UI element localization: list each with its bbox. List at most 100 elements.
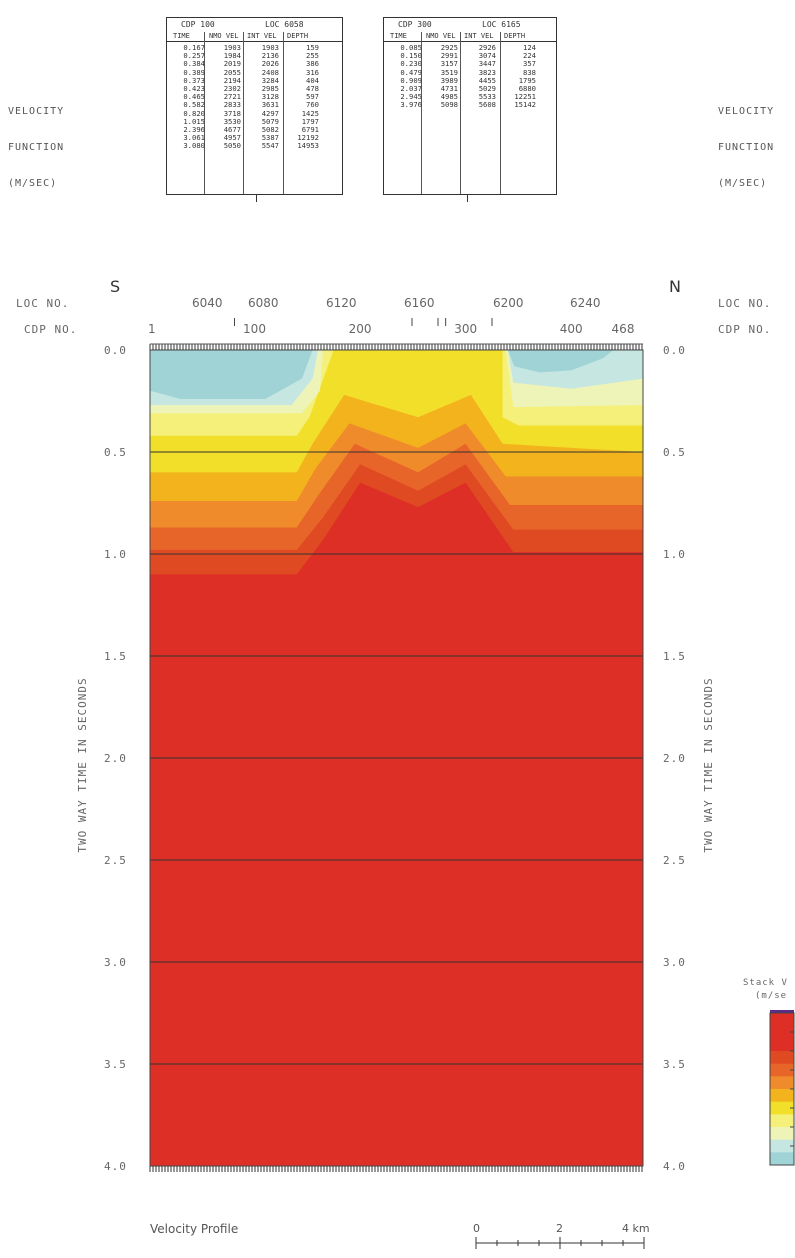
y-tick-label-right: 3.0	[663, 956, 686, 969]
table-cell: 3.976	[400, 100, 422, 110]
table-loc-label: LOC 6165	[482, 20, 521, 29]
table-cell: 5547	[261, 141, 279, 151]
velocity-function-label-left-line: VELOCITY	[8, 106, 65, 117]
table-pointer-line	[467, 194, 468, 202]
direction-south: S	[110, 277, 120, 296]
table-cell: 838	[523, 67, 536, 77]
table-cell: 3128	[261, 92, 279, 102]
table-row: 0.389 2055 2408 316	[167, 67, 342, 77]
table-column-header: DEPTH	[504, 32, 526, 40]
table-column-divider	[460, 32, 461, 194]
velocity-function-label-right-line: VELOCITY	[718, 106, 775, 117]
loc-tick-label: 6120	[326, 296, 357, 310]
table-cell: 0.423	[183, 84, 205, 93]
legend-swatch	[770, 1038, 794, 1052]
table-cell: 3823	[478, 67, 496, 77]
table-cell: 2194	[223, 75, 241, 85]
table-column-header: TIME	[173, 32, 190, 40]
y-axis-title-left: TWO WAY TIME IN SECONDS	[76, 677, 89, 852]
table-cell: 0.150	[400, 51, 422, 61]
loc-tick-label: 6080	[248, 296, 279, 310]
table-cell: 0.167	[183, 43, 205, 52]
y-tick-label-left: 1.0	[104, 548, 127, 561]
table-row: 0.257 1984 2136 255	[167, 51, 342, 61]
scale-label-2: 2	[556, 1222, 563, 1235]
table-column-headers: TIME NMO VEL INT VEL DEPTH	[167, 32, 342, 42]
y-tick-label-left: 4.0	[104, 1160, 127, 1173]
table-cell: 3631	[261, 100, 279, 110]
table-row: 0.373 2194 3284 404	[167, 75, 342, 85]
y-tick-label-right: 3.5	[663, 1058, 686, 1071]
table-row: 0.909 3989 4455 1795	[384, 75, 556, 85]
legend-swatch	[770, 1101, 794, 1115]
table-column-divider	[204, 32, 205, 194]
table-cell: 2302	[223, 84, 241, 93]
table-row: 0.230 3157 3447 357	[384, 59, 556, 69]
table-cell: 0.230	[400, 59, 422, 69]
table-row: 2.396 4677 5082 6791	[167, 125, 342, 134]
velocity-function-label-left: VELOCITY FUNCTION (M/SEC)	[8, 82, 64, 202]
cdp-tick-label: 468	[612, 322, 635, 336]
table-cell: 0.389	[183, 67, 205, 77]
table-cell: 0.582	[183, 100, 205, 110]
table-row: 2.945 4985 5533 12251	[384, 92, 556, 102]
table-cell: 5533	[478, 92, 496, 102]
table-column-divider	[421, 32, 422, 194]
legend-swatch	[770, 1076, 794, 1090]
loc-no-label-left: LOC NO.	[16, 297, 69, 310]
table-cell: 4731	[440, 84, 458, 93]
direction-north: N	[669, 277, 681, 296]
cdp-tick-label: 100	[243, 322, 266, 336]
table-cell: 1795	[518, 75, 536, 85]
table-cell: 5387	[261, 133, 279, 143]
y-tick-label-right: 2.0	[663, 752, 686, 765]
y-tick-label-right: 0.0	[663, 344, 686, 357]
table-row: 3.080 5050 5547 14953	[167, 141, 342, 151]
table-cell: 3989	[440, 75, 458, 85]
profile-label: Velocity Profile	[150, 1222, 239, 1236]
table-cell: 6791	[301, 125, 319, 134]
table-cell: 0.820	[183, 108, 205, 118]
table-cell: 4677	[223, 125, 241, 134]
table-cell: 1903	[261, 43, 279, 52]
y-tick-label-left: 0.5	[104, 446, 127, 459]
scale-label-0: 0	[473, 1222, 480, 1235]
table-cell: 597	[306, 92, 319, 102]
table-cell: 2833	[223, 100, 241, 110]
table-cdp-label: CDP 100	[181, 20, 215, 29]
legend-swatch	[770, 1063, 794, 1077]
table-row: 2.037 4731 5029 6880	[384, 84, 556, 93]
velocity-layer-cyan	[150, 350, 614, 399]
table-row: 3.976 5098 5608 15142	[384, 100, 556, 110]
loc-tick-label: 6160	[404, 296, 435, 310]
table-cell: 2.037	[400, 84, 422, 93]
table-cell: 0.909	[400, 75, 422, 85]
table-row: 0.820 3718 4297 1425	[167, 108, 342, 118]
table-cell: 15142	[514, 100, 536, 110]
velocity-function-label-right: VELOCITY FUNCTION (M/SEC)	[718, 82, 774, 202]
table-row: 0.479 3519 3823 838	[384, 67, 556, 77]
table-row: 0.167 1903 1903 159	[167, 43, 342, 52]
table-cell: 0.257	[183, 51, 205, 61]
table-cell: 1425	[301, 108, 319, 118]
y-tick-label-left: 3.0	[104, 956, 127, 969]
cdp-no-label-right: CDP NO.	[718, 323, 771, 336]
table-cell: 2.945	[400, 92, 422, 102]
table-cell: 1903	[223, 43, 241, 52]
y-tick-label-right: 1.5	[663, 650, 686, 663]
table-cell: 2019	[223, 59, 241, 69]
table-cell: 4455	[478, 75, 496, 85]
table-column-header: TIME	[390, 32, 407, 40]
table-column-headers: TIME NMO VEL INT VEL DEPTH	[384, 32, 556, 42]
table-cell: 14953	[297, 141, 319, 151]
velocity-function-label-right-line: FUNCTION	[718, 142, 775, 153]
table-cell: 3074	[478, 51, 496, 61]
table-column-divider	[500, 32, 501, 194]
y-tick-label-right: 0.5	[663, 446, 686, 459]
legend-subtitle: (m/se	[755, 991, 787, 1001]
legend-top-cap	[770, 1010, 794, 1013]
legend-title: Stack V	[743, 978, 788, 988]
table-column-header: NMO VEL	[426, 32, 456, 40]
legend-swatch	[770, 1152, 794, 1166]
table-cell: 2026	[261, 59, 279, 69]
